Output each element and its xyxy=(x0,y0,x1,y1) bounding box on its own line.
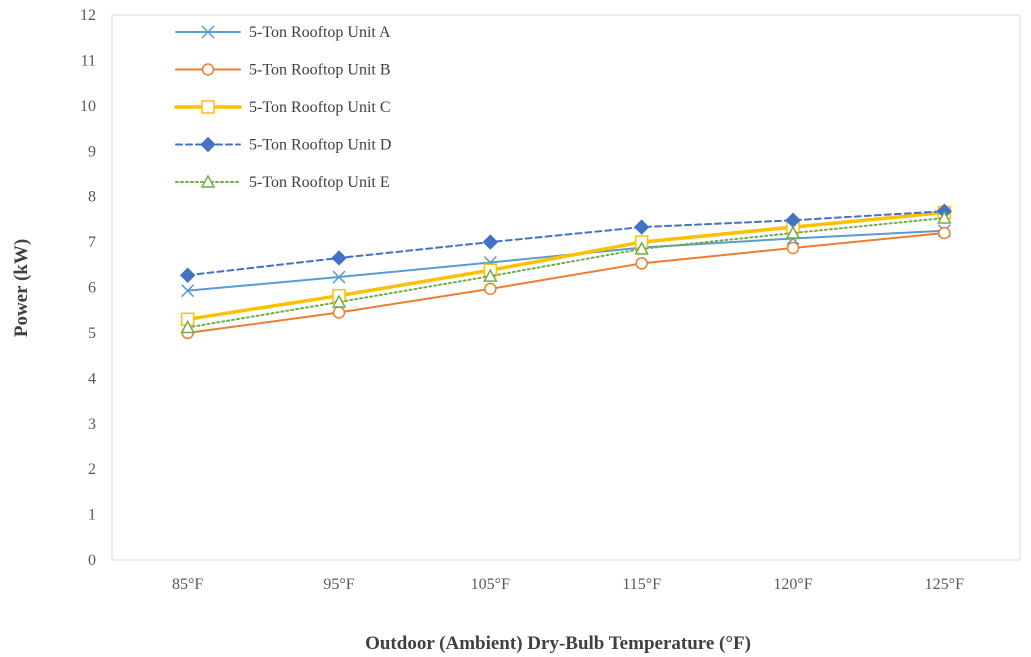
y-tick-label: 1 xyxy=(88,507,96,524)
legend-label: 5-Ton Rooftop Unit D xyxy=(249,137,391,154)
series-layer xyxy=(179,203,953,340)
legend-marker xyxy=(200,136,216,153)
series-e xyxy=(180,210,952,334)
y-tick-label: 5 xyxy=(88,325,96,342)
data-point xyxy=(180,319,195,334)
data-point xyxy=(332,270,346,284)
x-axis: 85°F 95°F 105°F 115°F 120°F 125°F xyxy=(172,576,964,593)
y-tick-label: 8 xyxy=(88,189,96,206)
legend-item: 5-Ton Rooftop Unit A xyxy=(175,24,391,41)
y-tick-label: 4 xyxy=(88,370,96,387)
data-point xyxy=(633,219,650,235)
data-point xyxy=(634,241,649,255)
legend-marker xyxy=(201,25,215,39)
legend-marker xyxy=(201,100,215,114)
y-tick-label: 0 xyxy=(88,552,96,569)
x-tick-label: 95°F xyxy=(323,576,354,593)
legend-item: 5-Ton Rooftop Unit E xyxy=(175,174,390,191)
series-line xyxy=(186,229,946,292)
series-line xyxy=(186,210,946,277)
series-line xyxy=(186,232,946,334)
legend-label: 5-Ton Rooftop Unit B xyxy=(249,62,391,79)
y-tick-label: 7 xyxy=(88,234,96,251)
data-point xyxy=(483,268,498,282)
data-point xyxy=(635,257,648,270)
x-tick-label: 115°F xyxy=(622,576,661,593)
series-line xyxy=(186,217,946,329)
x-tick-label: 120°F xyxy=(773,576,812,593)
x-axis-title: Outdoor (Ambient) Dry-Bulb Temperature (… xyxy=(365,633,751,654)
legend-item: 5-Ton Rooftop Unit B xyxy=(175,62,391,79)
legend-label: 5-Ton Rooftop Unit C xyxy=(249,99,391,116)
y-tick-label: 10 xyxy=(80,98,96,115)
legend-marker xyxy=(201,63,215,76)
y-tick-label: 6 xyxy=(88,280,96,297)
series-b xyxy=(181,226,951,340)
y-tick-label: 11 xyxy=(81,52,96,69)
plot-area xyxy=(111,14,1021,561)
legend-item: 5-Ton Rooftop Unit C xyxy=(174,99,391,116)
series-line xyxy=(185,210,947,322)
x-tick-label: 105°F xyxy=(471,576,510,593)
plot-border xyxy=(111,14,1021,561)
legend-label: 5-Ton Rooftop Unit A xyxy=(249,24,391,41)
y-axis-title: Power (kW) xyxy=(11,239,32,337)
y-tick-label: 9 xyxy=(88,143,96,160)
y-tick-label: 3 xyxy=(88,416,96,433)
legend-label: 5-Ton Rooftop Unit E xyxy=(249,174,390,191)
data-point xyxy=(179,267,196,283)
data-point xyxy=(181,284,195,298)
data-point xyxy=(785,225,801,239)
data-point xyxy=(482,234,499,250)
data-point xyxy=(331,250,347,266)
data-point xyxy=(786,241,800,255)
series-c xyxy=(180,205,952,327)
data-point xyxy=(937,210,952,224)
data-point xyxy=(484,282,497,296)
legend: 5-Ton Rooftop Unit A 5-Ton Rooftop Unit B… xyxy=(174,24,391,191)
x-tick-label: 85°F xyxy=(172,576,203,593)
data-point xyxy=(332,306,346,319)
data-point xyxy=(331,294,347,308)
y-tick-label: 12 xyxy=(80,7,96,24)
y-tick-label: 2 xyxy=(88,461,96,478)
series-d xyxy=(179,203,953,283)
x-tick-label: 125°F xyxy=(925,576,964,593)
data-point xyxy=(938,226,951,240)
legend-marker xyxy=(200,174,216,188)
legend-item: 5-Ton Rooftop Unit D xyxy=(175,136,391,154)
